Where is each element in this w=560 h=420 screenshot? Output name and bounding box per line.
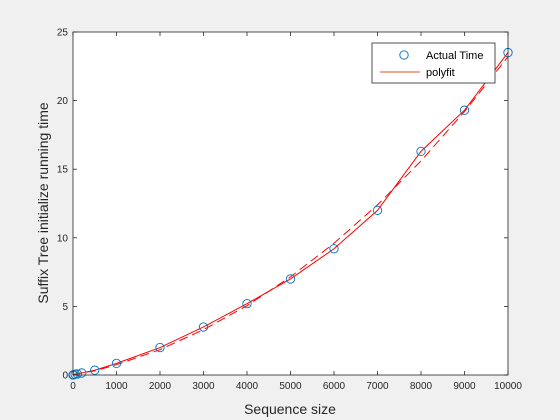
data-point-actual-time-8 <box>198 322 209 332</box>
legend-label-polyfit: polyfit <box>426 67 455 79</box>
y-tick-label-3: 15 <box>57 165 69 176</box>
x-tick-label-10: 10000 <box>494 381 522 392</box>
data-point-actual-time-10 <box>285 274 296 284</box>
data-point-actual-time-9 <box>242 299 252 309</box>
y-tick-label-4: 20 <box>57 96 69 107</box>
x-tick-label-7: 7000 <box>366 381 389 392</box>
x-tick-label-8: 8000 <box>410 381 433 392</box>
data-point-actual-time-13 <box>416 146 426 157</box>
data-point-actual-time-14 <box>459 105 470 115</box>
legend: Actual Time polyfit <box>371 42 496 84</box>
x-tick-label-5: 5000 <box>279 381 302 392</box>
y-tick-label-2: 10 <box>57 233 69 244</box>
data-point-actual-time-11 <box>329 244 339 254</box>
legend-marker-actual-time <box>399 50 409 60</box>
x-tick-label-1: 1000 <box>105 381 128 392</box>
data-point-actual-time-7 <box>155 342 165 353</box>
x-axis-label: Sequence size <box>244 401 336 417</box>
data-point-actual-time-5 <box>90 365 100 375</box>
x-tick-label-9: 9000 <box>453 381 476 392</box>
series-line-dashed <box>72 56 509 375</box>
plot-area <box>73 32 508 375</box>
y-axis-label: Suffix Tree initialize running time <box>35 102 51 303</box>
x-tick-label-3: 3000 <box>192 381 215 392</box>
x-tick-label-6: 6000 <box>323 381 346 392</box>
data-point-actual-time-12 <box>372 205 383 216</box>
ticks-layer: 0 1000 2000 3000 4000 5000 6000 7000 8000 9000 100… <box>57 28 522 393</box>
x-tick-label-2: 2000 <box>149 381 172 392</box>
x-tick-label-4: 4000 <box>236 381 259 392</box>
data-point-actual-time-4 <box>77 368 87 378</box>
legend-box <box>371 42 496 84</box>
y-tick-label-0: 0 <box>62 371 68 382</box>
y-tick-label-5: 25 <box>57 28 69 39</box>
data-point-actual-time-6 <box>111 358 122 368</box>
y-tick-label-1: 5 <box>62 302 68 313</box>
legend-label-actual-time: Actual Time <box>426 50 483 62</box>
x-tick-label-0: 0 <box>70 381 76 392</box>
